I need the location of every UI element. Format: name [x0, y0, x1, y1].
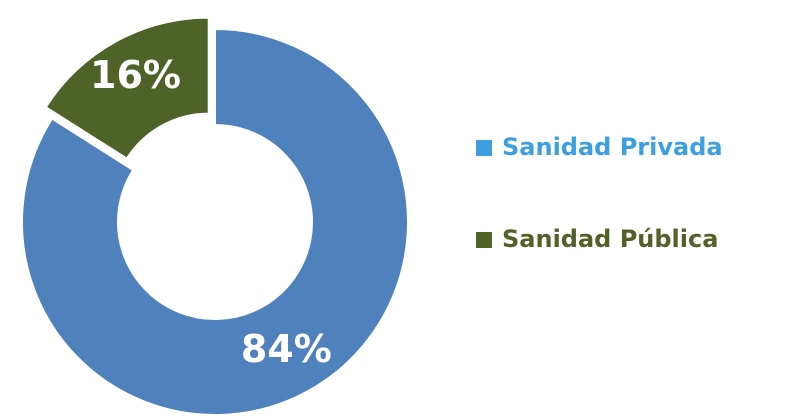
legend-label: Sanidad Pública	[502, 225, 718, 253]
data-label: 16%	[90, 53, 181, 97]
donut-slice	[44, 16, 210, 161]
legend-label: Sanidad Privada	[502, 133, 723, 161]
donut-slice	[21, 27, 409, 416]
legend-swatch	[476, 232, 492, 248]
legend-swatch	[476, 140, 492, 156]
data-label: 84%	[241, 327, 332, 371]
